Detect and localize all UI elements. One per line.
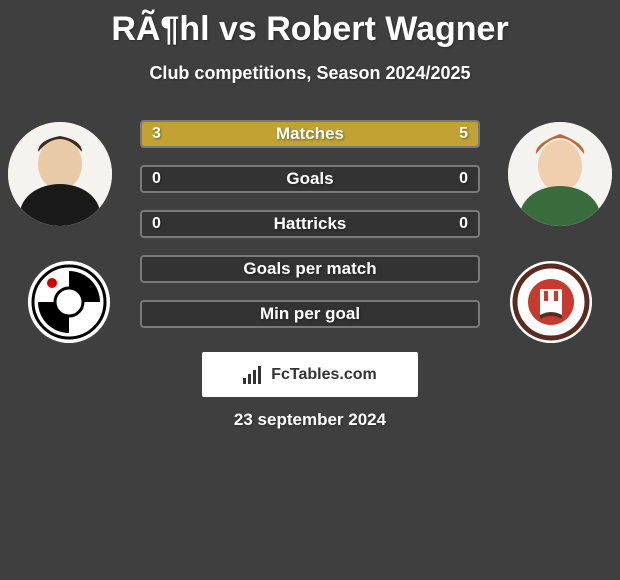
stat-value-right: 5 [459, 122, 468, 146]
stat-label: Goals per match [142, 257, 478, 281]
stat-row: 0 Hattricks 0 [140, 210, 480, 238]
stat-row: 3 Matches 5 [140, 120, 480, 148]
stat-label: Goals [142, 167, 478, 191]
stat-value-right: 0 [459, 212, 468, 236]
club2-crest-icon [510, 261, 592, 343]
player1-avatar [8, 122, 112, 226]
stat-row: Min per goal [140, 300, 480, 328]
site-badge[interactable]: FcTables.com [202, 352, 418, 397]
page-title: RÃ¶hl vs Robert Wagner [0, 0, 620, 49]
stat-row: 0 Goals 0 [140, 165, 480, 193]
date-label: 23 september 2024 [0, 410, 620, 430]
club1-crest-icon [28, 261, 110, 343]
stat-label: Matches [142, 122, 478, 146]
stat-row: Goals per match [140, 255, 480, 283]
player1-club-logo [28, 261, 110, 343]
stats-list: 3 Matches 5 0 Goals 0 0 Hattricks 0 Goal… [140, 120, 480, 328]
stat-label: Min per goal [142, 302, 478, 326]
stat-value-right: 0 [459, 167, 468, 191]
player2-avatar [508, 122, 612, 226]
comparison-card: RÃ¶hl vs Robert Wagner Club competitions… [0, 0, 620, 580]
player1-portrait-icon [8, 122, 112, 226]
stat-label: Hattricks [142, 212, 478, 236]
site-label: FcTables.com [271, 366, 377, 384]
subtitle: Club competitions, Season 2024/2025 [0, 63, 620, 84]
player2-club-logo [510, 261, 592, 343]
player2-portrait-icon [508, 122, 612, 226]
bar-chart-icon [243, 366, 265, 384]
